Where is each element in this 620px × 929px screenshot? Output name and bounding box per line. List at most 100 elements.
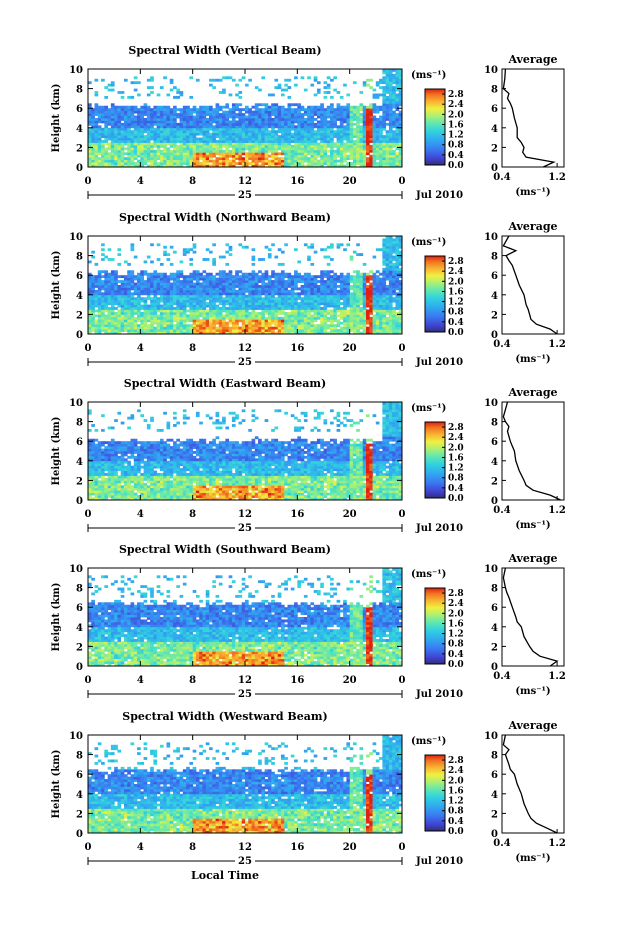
heatmap-cell bbox=[166, 110, 171, 114]
heatmap-cell bbox=[359, 316, 364, 320]
heatmap-cell bbox=[140, 157, 144, 161]
heatmap-cell bbox=[356, 243, 360, 247]
heatmap-cell bbox=[359, 137, 364, 141]
heatmap-cell bbox=[186, 277, 190, 281]
heatmap-cell bbox=[343, 144, 347, 148]
heatmap-cell bbox=[110, 304, 115, 308]
heatmap-cell bbox=[392, 88, 396, 92]
heatmap-cell bbox=[251, 302, 256, 305]
heatmap-cell bbox=[179, 130, 184, 134]
heatmap-cell bbox=[385, 110, 390, 114]
heatmap-cell bbox=[182, 282, 187, 286]
heatmap-cell bbox=[218, 277, 223, 281]
heatmap-cell bbox=[271, 135, 275, 138]
heatmap-cell bbox=[235, 135, 239, 138]
heatmap-cell bbox=[290, 321, 295, 325]
heatmap-cell bbox=[166, 130, 171, 134]
heatmap-cell bbox=[150, 307, 154, 310]
heatmap-cell bbox=[379, 120, 383, 124]
heatmap-cell bbox=[114, 152, 118, 156]
heatmap-cell bbox=[258, 125, 262, 129]
heatmap-cell bbox=[212, 78, 216, 82]
heatmap-cell bbox=[137, 299, 141, 303]
heatmap-cell bbox=[274, 311, 279, 315]
heatmap-cell bbox=[228, 287, 233, 291]
heatmap-cell bbox=[356, 154, 360, 158]
heatmap-cell bbox=[267, 164, 272, 168]
heatmap-cell bbox=[205, 137, 210, 141]
heatmap-cell bbox=[94, 118, 99, 121]
heatmap-cell bbox=[245, 302, 249, 305]
heatmap-cell bbox=[107, 272, 112, 276]
heatmap-cell bbox=[133, 287, 138, 291]
heatmap-cell bbox=[88, 321, 92, 325]
heatmap-cell bbox=[153, 304, 158, 308]
heatmap-cell bbox=[114, 326, 118, 330]
heatmap-cell bbox=[202, 127, 207, 131]
heatmap-cell bbox=[287, 122, 292, 126]
heatmap-cell bbox=[202, 304, 207, 308]
heatmap-cell bbox=[110, 118, 115, 121]
heatmap-cell bbox=[258, 324, 262, 328]
heatmap-cell bbox=[310, 122, 315, 126]
heatmap-cell bbox=[146, 272, 151, 276]
heatmap-cell bbox=[238, 135, 243, 138]
heatmap-cell bbox=[398, 86, 403, 89]
heatmap-cell bbox=[398, 135, 403, 138]
heatmap-cell bbox=[143, 144, 148, 148]
heatmap-cell bbox=[235, 154, 239, 158]
heatmap-cell bbox=[251, 127, 256, 131]
heatmap-cell bbox=[199, 149, 203, 153]
heatmap-cell bbox=[316, 159, 321, 163]
heatmap-cell bbox=[343, 277, 347, 281]
heatmap-cell bbox=[264, 319, 269, 323]
heatmap-cell bbox=[336, 147, 341, 151]
heatmap-cell bbox=[176, 140, 180, 143]
heatmap-cell bbox=[166, 277, 171, 281]
heatmap-cell bbox=[336, 110, 341, 114]
heatmap-cell bbox=[97, 280, 102, 283]
heatmap-cell bbox=[294, 302, 298, 305]
heatmap-cell bbox=[169, 272, 174, 276]
heatmap-cell bbox=[91, 316, 95, 320]
heatmap-cell bbox=[245, 135, 249, 138]
heatmap-cell bbox=[336, 144, 341, 148]
heatmap-cell bbox=[307, 76, 311, 80]
heatmap-cell bbox=[186, 319, 190, 323]
heatmap-cell bbox=[166, 258, 171, 261]
heatmap-cell bbox=[176, 157, 180, 161]
heatmap-cell bbox=[159, 285, 164, 288]
heatmap-cell bbox=[284, 127, 288, 131]
heatmap-cell bbox=[258, 314, 262, 318]
heatmap-cell bbox=[245, 299, 249, 303]
heatmap-cell bbox=[359, 147, 364, 151]
heatmap-cell bbox=[372, 120, 377, 124]
heatmap-cell bbox=[395, 164, 400, 168]
heatmap-cell bbox=[362, 120, 367, 124]
heatmap-cell bbox=[94, 132, 99, 136]
heatmap-cell bbox=[271, 270, 275, 274]
heatmap-cell bbox=[359, 311, 364, 315]
heatmap-cell bbox=[369, 326, 373, 330]
heatmap-cell bbox=[392, 157, 396, 161]
heatmap-cell bbox=[140, 164, 144, 168]
heatmap-cell bbox=[284, 140, 288, 143]
heatmap-cell bbox=[379, 324, 383, 328]
heatmap-cell bbox=[303, 272, 308, 276]
heatmap-cell bbox=[173, 149, 177, 153]
heatmap-cell bbox=[352, 302, 357, 305]
heatmap-cell bbox=[130, 162, 135, 165]
heatmap-cell bbox=[375, 294, 380, 298]
heatmap-cell bbox=[274, 110, 279, 114]
heatmap-cell bbox=[97, 282, 102, 286]
heatmap-cell bbox=[336, 297, 341, 301]
heatmap-cell bbox=[182, 144, 187, 148]
heatmap-cell bbox=[159, 309, 164, 313]
heatmap-cell bbox=[153, 140, 158, 143]
heatmap-cell bbox=[209, 289, 213, 293]
heatmap-cell bbox=[343, 157, 347, 161]
heatmap-cell bbox=[290, 285, 295, 288]
heatmap-cell bbox=[199, 137, 203, 141]
heatmap-cell bbox=[199, 321, 203, 325]
heatmap-cell bbox=[284, 324, 288, 328]
